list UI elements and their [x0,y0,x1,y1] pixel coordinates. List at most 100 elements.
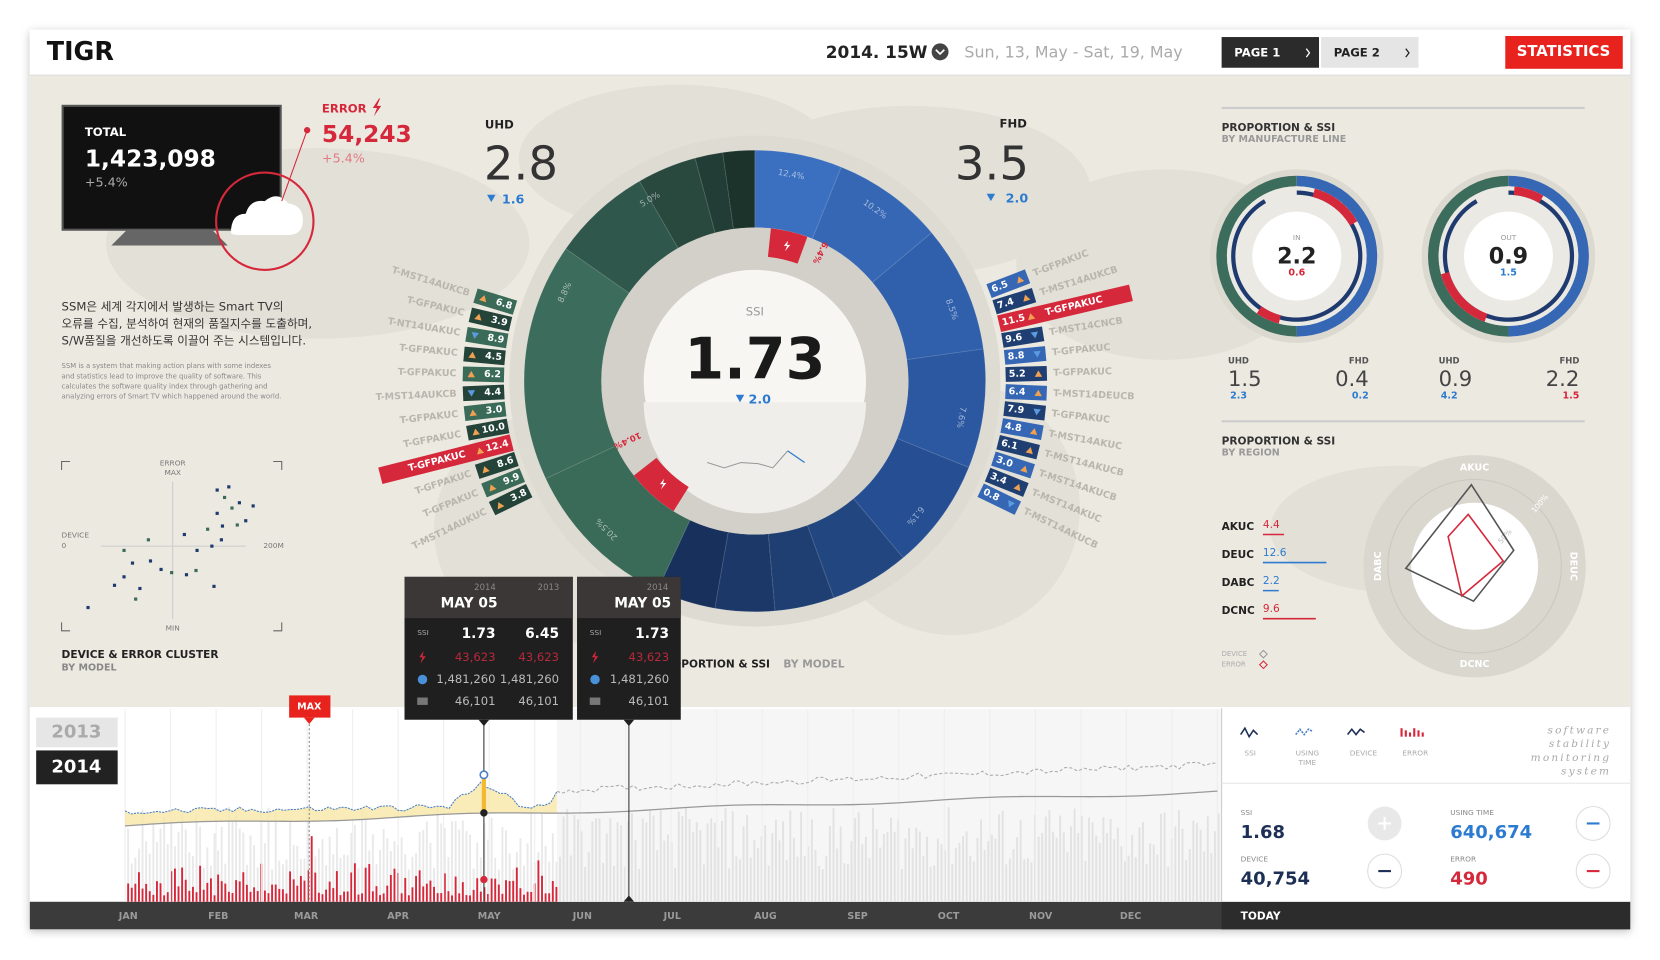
volume-bar [555,861,558,902]
cursor-point [479,770,489,780]
volume-bar [1181,828,1184,902]
stat-button[interactable] [1367,853,1403,889]
page-tab[interactable]: PAGE 2 [1321,37,1419,68]
volume-bar [400,837,403,902]
fhd-label: FHD [1000,116,1028,130]
gauge-line-value: 1.5 [1228,366,1262,391]
cluster-point [170,571,174,575]
stats-panel [1221,708,1631,902]
stat-value: 490 [1450,869,1488,890]
model-row-box [463,346,506,366]
model-row: 8.8 T-GFPAKUC [1003,342,1111,365]
gauge-line-label: UHD [1439,355,1460,365]
error-bar [339,895,342,902]
volume-bar [839,826,842,902]
statistics-bg [1505,35,1623,69]
trend-down [471,331,480,339]
tooltip-time-icon [417,674,428,685]
radar-error [1447,513,1505,598]
legend-icon-bar [1408,732,1412,737]
error-bar [166,892,169,902]
month-label: FEB [208,911,228,922]
volume-bar [1059,815,1062,902]
volume-bar [929,866,932,902]
volume-bar [677,811,680,902]
tooltip-year: 2014 [474,582,496,592]
volume-bar [188,852,191,902]
gauge-line-sub: 0.2 [1352,390,1369,401]
error-bar [371,891,374,902]
tooltip-value: 43,623 [518,650,559,664]
error-bar [159,883,162,902]
today-bar [1221,901,1631,930]
volume-bar [623,866,626,902]
month-label: JUL [663,911,681,922]
model-row-box [462,384,505,402]
volume-bar [206,847,209,902]
ssi-change: 2.0 [749,392,772,407]
year-toggle[interactable]: 2013 [36,717,118,748]
tooltip-device-icon [417,697,428,705]
volume-bar [587,852,590,902]
volume-bar [926,836,929,902]
donut-segment [896,348,987,469]
error-bar [436,893,439,902]
error-bar [515,867,518,902]
week-dropdown[interactable] [931,43,949,61]
stat-button[interactable] [1575,853,1611,889]
error-bar [364,867,367,902]
volume-bar [422,829,425,902]
month-label: SEP [847,911,867,922]
volume-bar [1134,857,1137,902]
volume-bar [371,834,374,902]
volume-bar [235,815,238,902]
segment-label: 7.6% [955,406,969,429]
model-row-box [1003,401,1047,421]
volume-bar [281,864,284,902]
error-bar [404,877,407,902]
page-tab[interactable]: PAGE 1 [1221,37,1319,68]
volume-bar [1048,810,1051,902]
volume-bar [879,847,882,902]
model-subtitle: BY MODEL [783,659,844,671]
ssi-line-future [556,761,1218,794]
volume-bar [433,867,435,902]
tooltip-time-icon [590,674,600,685]
volume-bar [1088,817,1090,902]
volume-bar [1163,812,1166,902]
volume-bar [1005,864,1008,902]
volume-bar [609,818,612,902]
region-subtitle: BY REGION [1222,448,1280,459]
statistics-button[interactable]: STATISTICS [1505,35,1623,69]
error-bar [152,894,155,902]
year-toggle[interactable]: 2014 [36,750,118,785]
volume-bar [1185,860,1188,902]
stat-button[interactable] [1367,806,1402,841]
trend-up [1013,483,1021,492]
uhd-label: UHD [485,117,514,131]
error-bar [357,894,360,902]
volume-bar [357,868,360,902]
error-bar [530,891,533,902]
cluster-axis-label: 200M [263,541,283,550]
error-bar [454,876,457,902]
volume-bar [645,822,648,902]
stat-button[interactable] [1575,805,1611,841]
volume-bar [227,807,230,902]
volume-bar [1066,852,1069,902]
error-bar [141,888,144,902]
error-bar [281,889,284,902]
month-label: DEC [1120,911,1141,922]
trend-up [467,370,475,378]
volume-bar [127,828,130,902]
volume-bar [569,855,572,902]
model-row-value: 5.2 [1009,368,1026,379]
gauge-line-sub: 1.5 [1563,390,1580,401]
error-bar [253,887,256,902]
error-bar [490,878,493,902]
volume-bar [573,815,576,902]
volume-bar [220,826,223,902]
model-row-name: T-MST14DEUCB [1053,388,1135,402]
max-marker [289,695,331,718]
error-bar [163,895,166,902]
